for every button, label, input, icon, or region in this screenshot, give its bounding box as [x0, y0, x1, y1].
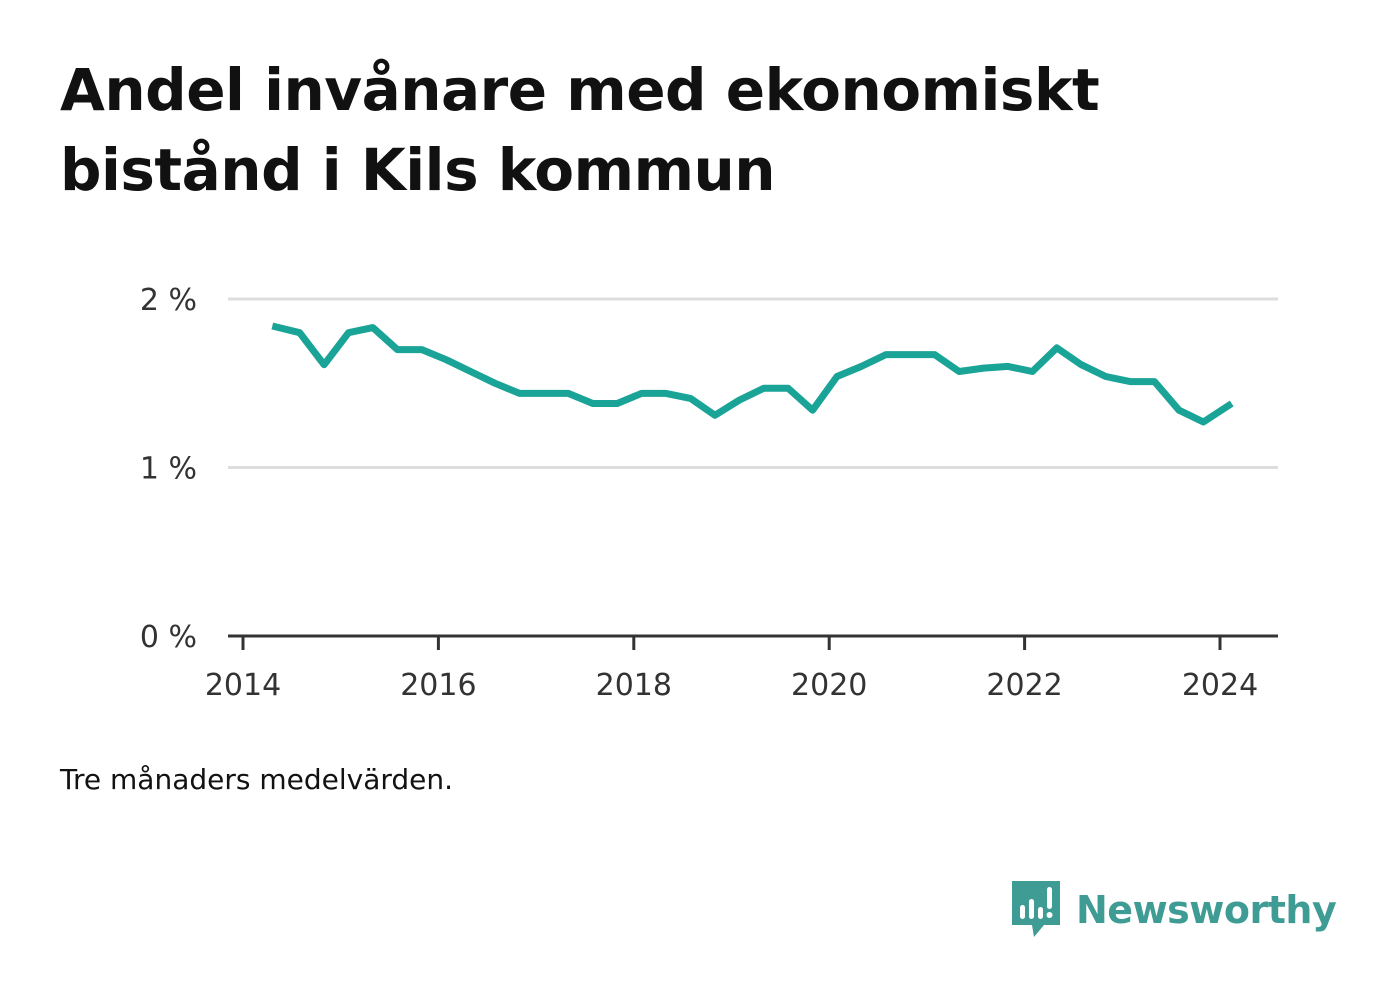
data-point	[321, 361, 328, 368]
data-point	[956, 368, 963, 375]
data-point	[1102, 373, 1109, 380]
x-tick-label: 2018	[596, 668, 672, 703]
x-tick-label: 2020	[791, 668, 867, 703]
data-point	[1053, 344, 1060, 351]
data-point	[614, 400, 621, 407]
series-layer	[269, 322, 1235, 426]
newsworthy-logo-icon	[1012, 881, 1060, 937]
axes	[228, 634, 1278, 650]
data-point	[418, 346, 425, 353]
data-point	[809, 407, 816, 414]
data-point	[711, 412, 718, 419]
x-tick-label: 2016	[400, 668, 476, 703]
data-point	[834, 373, 841, 380]
data-point	[1127, 378, 1134, 385]
gridlines	[228, 297, 1278, 469]
data-point	[931, 351, 938, 358]
data-point	[394, 346, 401, 353]
tick-labels: 0 % 1 % 2 % 2014 2016 2018 2020 2022 2024	[140, 283, 1258, 703]
y-tick-label: 0 %	[140, 620, 197, 655]
data-point	[736, 397, 743, 404]
data-point	[882, 351, 889, 358]
data-point	[492, 380, 499, 387]
x-tick-label: 2014	[205, 668, 281, 703]
brand-name: Newsworthy	[1076, 888, 1337, 932]
y-tick-label: 1 %	[140, 452, 197, 487]
data-point	[565, 390, 572, 397]
data-point	[1078, 361, 1085, 368]
data-point	[907, 351, 914, 358]
data-point	[1176, 407, 1183, 414]
data-point	[638, 390, 645, 397]
data-point	[467, 368, 474, 375]
chart-title: Andel invånare med ekonomiskt bistånd i …	[60, 56, 1100, 204]
data-point	[663, 390, 670, 397]
data-point	[1228, 400, 1235, 407]
data-point	[980, 365, 987, 372]
data-point	[443, 356, 450, 363]
data-point	[687, 395, 694, 402]
data-point	[1151, 378, 1158, 385]
data-point	[516, 390, 523, 397]
y-tick-label: 2 %	[140, 283, 197, 318]
x-tick-label: 2022	[986, 668, 1062, 703]
series-line	[271, 322, 1234, 426]
data-point	[296, 329, 303, 336]
data-point	[1200, 419, 1207, 426]
x-tick-label: 2024	[1182, 668, 1258, 703]
data-point	[858, 363, 865, 370]
data-point	[1005, 363, 1012, 370]
data-point	[540, 390, 547, 397]
data-point	[369, 324, 376, 331]
data-point	[785, 385, 792, 392]
data-point	[345, 329, 352, 336]
brand-logo[interactable]: Newsworthy	[1010, 878, 1337, 942]
chart-note: Tre månaders medelvärden.	[60, 763, 454, 796]
data-point	[760, 385, 767, 392]
data-point	[589, 400, 596, 407]
data-point	[269, 323, 276, 330]
data-point	[1029, 368, 1036, 375]
